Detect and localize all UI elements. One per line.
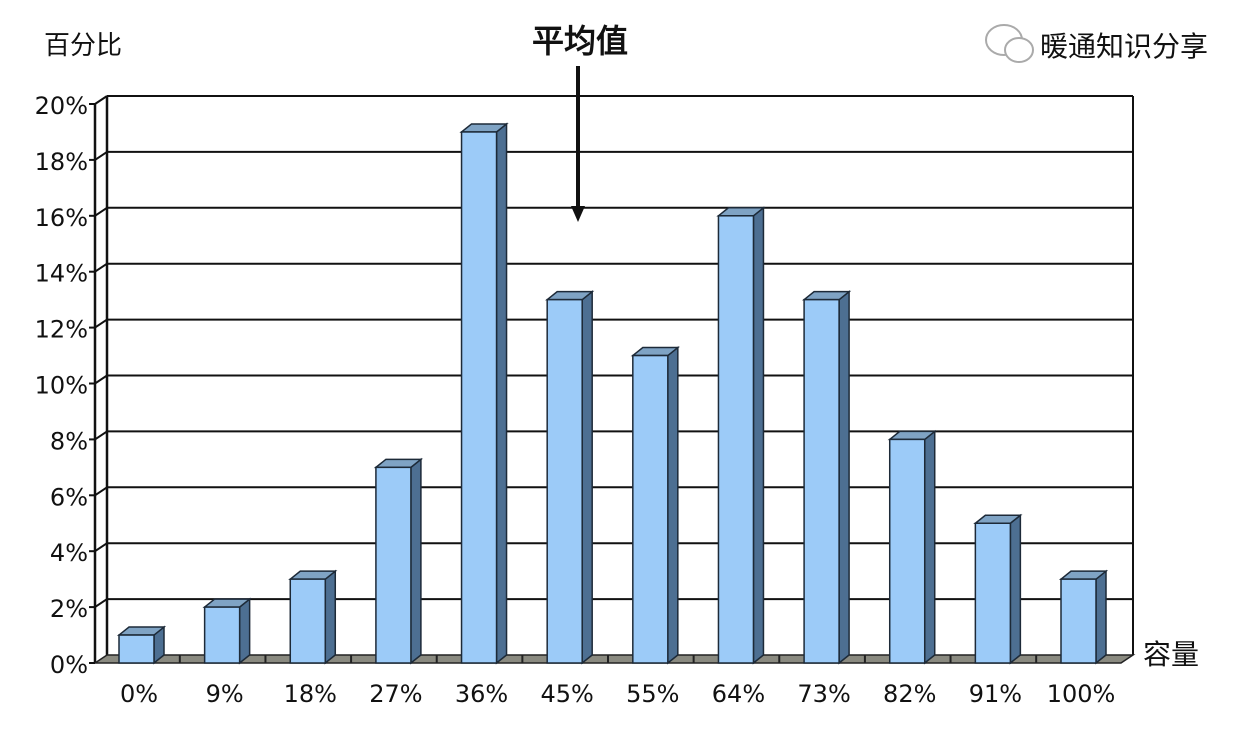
x-tick-label: 82% [883,680,936,708]
y-tick-label: 4% [50,539,88,567]
bar [459,122,509,665]
watermark-text: 暖通知识分享 [1040,30,1208,63]
bar [202,597,252,665]
bar-front [974,522,1012,664]
bar [887,429,937,665]
watermark: 暖通知识分享 [985,24,1208,63]
bar-side [410,457,422,665]
bar-front [375,466,412,664]
gridline-slant [94,598,108,608]
bar-front [888,438,926,664]
bar [801,290,852,665]
y-tick-label: 8% [50,427,88,455]
y-tick-label: 20% [35,92,88,120]
y-tick-label: 2% [50,595,88,623]
x-tick-label: 100% [1047,680,1116,708]
bar-front [460,131,498,664]
bar-front [632,354,669,664]
bar-side [838,290,850,665]
bar-front [1060,578,1097,664]
bar [545,290,595,665]
bar-side [923,429,936,665]
x-tick-label: 55% [626,680,679,708]
y-tick-label: 16% [35,204,88,232]
annotation-label: 平均值 [532,22,628,60]
bar-side [495,122,508,665]
bar [973,513,1023,665]
gridline-slant [94,430,108,441]
gridline-slant [94,374,108,385]
y-axis-ticks: 0% 2% 4% 6% 8% 10% 12% 14% 16% 18% 20% [35,92,95,679]
y-tick-label: 14% [35,260,88,288]
y-tick-label: 6% [50,483,88,511]
bar-front [717,215,755,664]
y-tick-label: 12% [35,316,88,344]
x-axis-ticks: 0% 9% 18% 27% 36% 45% 55% 64% 73% 82% 91% 100% [120,655,1115,708]
gridline-slant [94,542,108,553]
gridline-slant [94,318,108,329]
bar-side [581,290,593,665]
bar-side [1095,569,1107,665]
y-tick-label: 10% [35,372,88,400]
x-axis-label: 容量 [1143,638,1199,671]
x-tick-label: 9% [206,680,244,708]
bar-front [118,634,155,664]
x-tick-label: 64% [712,680,765,708]
bar-side [667,345,679,665]
bar [116,625,167,665]
y-tick-label: 18% [35,148,88,176]
x-tick-label: 45% [541,680,594,708]
bar-front [546,298,583,664]
x-tick-label: 73% [797,680,850,708]
gridline-slant [94,151,108,161]
x-tick-label: 27% [369,680,422,708]
x-tick-label: 18% [284,680,337,708]
bar-front [289,578,327,664]
arrow-down-icon [571,66,585,222]
x-tick-label: 36% [455,680,508,708]
bar-side [1009,513,1022,665]
bar [716,206,766,665]
gridline-slant [94,95,108,105]
wechat-icon [985,24,1034,63]
bar-front [203,606,241,664]
bar [630,345,680,665]
x-tick-label: 91% [969,680,1022,708]
x-tick-label: 0% [120,680,158,708]
bar [288,569,338,665]
bar-side [238,597,251,665]
gridline-slant [94,206,108,217]
bar-front [803,298,840,664]
bar [1058,569,1109,665]
y-axis-label: 百分比 [44,31,122,61]
gridline-slant [94,262,108,273]
bars [116,122,1109,665]
bar-side [752,206,765,665]
gridline-slant [94,486,108,497]
bar [373,457,424,665]
y-tick-label: 0% [50,651,88,679]
bar-side [324,569,337,665]
